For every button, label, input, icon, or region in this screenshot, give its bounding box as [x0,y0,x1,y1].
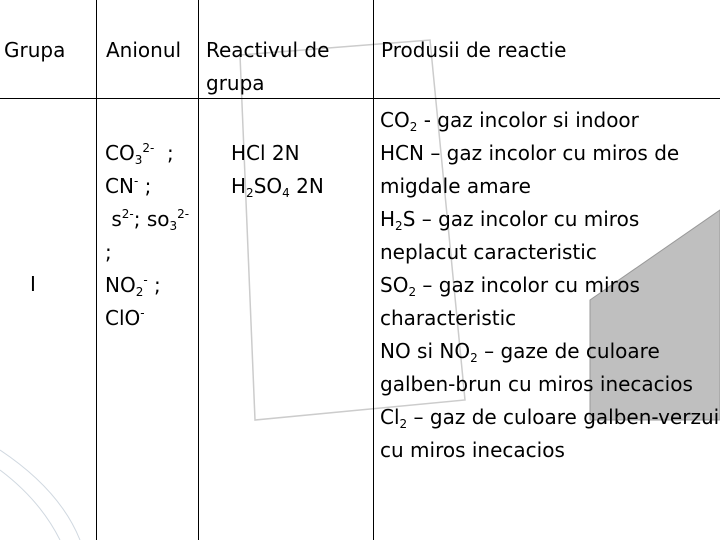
products-list: CO2 - gaz incolor si indoor HCN – gaz in… [380,104,719,467]
product-cl2: Cl2 – gaz de culoare galben-verzui [380,405,720,431]
anions-list: CO32- ; CN- ; s2-; so32- ; NO2- ; ClO- [105,137,189,335]
product-no-cont: galben-brun cu miros inecacios [380,372,693,396]
product-h2s: H2S – gaz incolor cu miros [380,207,640,233]
anion-hypochlorite: ClO- [105,306,145,330]
bottom-left-curves [0,449,81,540]
column-divider [96,0,97,540]
product-co2: CO2 - gaz incolor si indoor [380,108,639,134]
product-so2: SO2 – gaz incolor cu miros [380,273,640,299]
anion-separator: ; [105,240,112,264]
tilted-sheet-outline [239,39,466,421]
header-grupa: Grupa [4,38,66,62]
header-produsii: Produsii de reactie [381,38,567,62]
column-divider [198,0,199,540]
product-cl2-cont: cu miros inecacios [380,438,565,462]
header-anionul: Anionul [106,38,182,62]
reagent-h2so4: H2SO4 2N [231,174,324,200]
product-so2-cont: characteristic [380,306,517,330]
product-hcn: HCN – gaz incolor cu miros de [380,141,680,165]
column-divider [373,0,374,540]
anion-carbonate: CO32- ; [105,141,174,167]
header-reactivul-text: Reactivul de grupa [206,38,330,95]
header-row-divider [0,98,720,99]
group-value: I [30,272,36,296]
product-no: NO si NO2 – gaze de culoare [380,339,660,365]
reagent-hcl: HCl 2N [231,141,300,165]
header-reactivul: Reactivul de grupa [206,34,356,100]
anion-nitrite: NO2- ; [105,273,161,299]
product-hcn-cont: migdale amare [380,174,531,198]
product-h2s-cont: neplacut caracteristic [380,240,597,264]
gray-corner-shape [589,209,720,421]
anion-cyanide: CN- ; [105,174,152,198]
anion-sulfide-sulfite: s2-; so32- [105,207,190,233]
reagents-list: HCl 2N H2SO4 2N [231,137,324,203]
